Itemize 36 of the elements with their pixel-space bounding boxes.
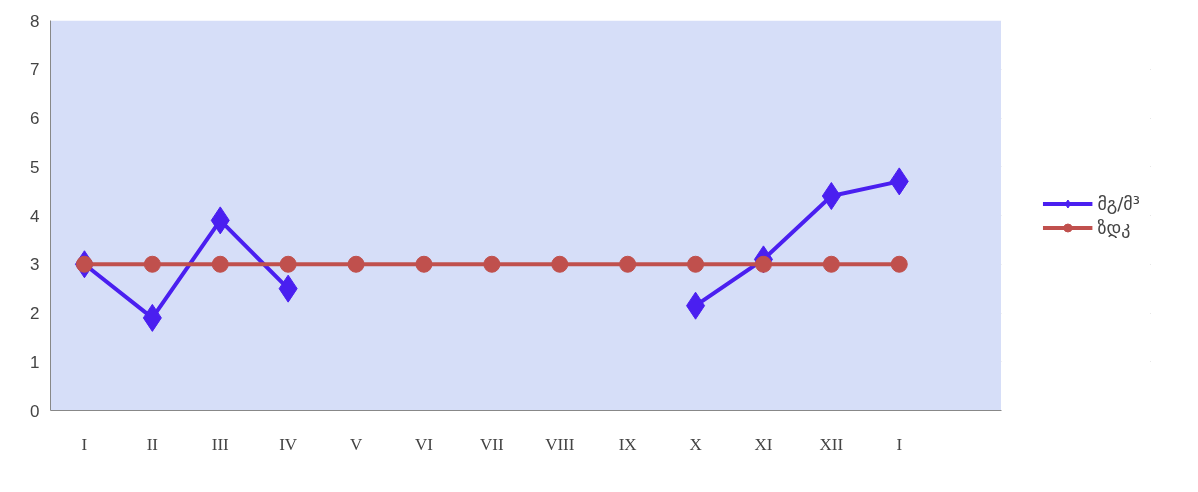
x-tick-label: II: [146, 434, 159, 454]
x-tick-label: I: [896, 434, 903, 454]
y-tick-label: 1: [30, 352, 40, 372]
x-tick-label: X: [689, 434, 702, 454]
point: [279, 255, 297, 273]
y-tick-label: 5: [30, 157, 40, 177]
x-tick-label: III: [211, 434, 230, 454]
point: [347, 255, 365, 273]
legend-label: ზდკ: [1097, 216, 1131, 238]
x-tick-label: VI: [414, 434, 434, 454]
x-tick-label: VIII: [545, 434, 575, 454]
point: [890, 255, 908, 273]
y-tick-label: 6: [30, 109, 40, 128]
point: [687, 255, 705, 273]
x-tick-label: IX: [618, 434, 637, 454]
point: [415, 255, 433, 273]
x-tick-label: VII: [480, 434, 504, 454]
x-tick-label: I: [81, 434, 88, 454]
point: [483, 255, 501, 273]
x-tick-label: XII: [819, 434, 844, 454]
x-tick-label: XI: [754, 434, 773, 454]
y-tick-label: 7: [30, 60, 40, 80]
y-tick-label: 2: [30, 304, 40, 323]
x-tick-label: IV: [279, 434, 298, 454]
point: [211, 255, 229, 273]
x-tick-label: V: [349, 434, 363, 454]
point: [822, 255, 840, 273]
point: [619, 255, 637, 273]
y-tick-label: 8: [30, 11, 40, 31]
y-tick-label: 0: [30, 401, 40, 421]
point: [143, 255, 161, 273]
point: [551, 255, 569, 273]
y-tick-label: 3: [30, 255, 40, 275]
y-tick-label: 4: [30, 206, 40, 226]
legend-label: მგ/მ³: [1097, 192, 1140, 214]
point: [821, 182, 841, 210]
